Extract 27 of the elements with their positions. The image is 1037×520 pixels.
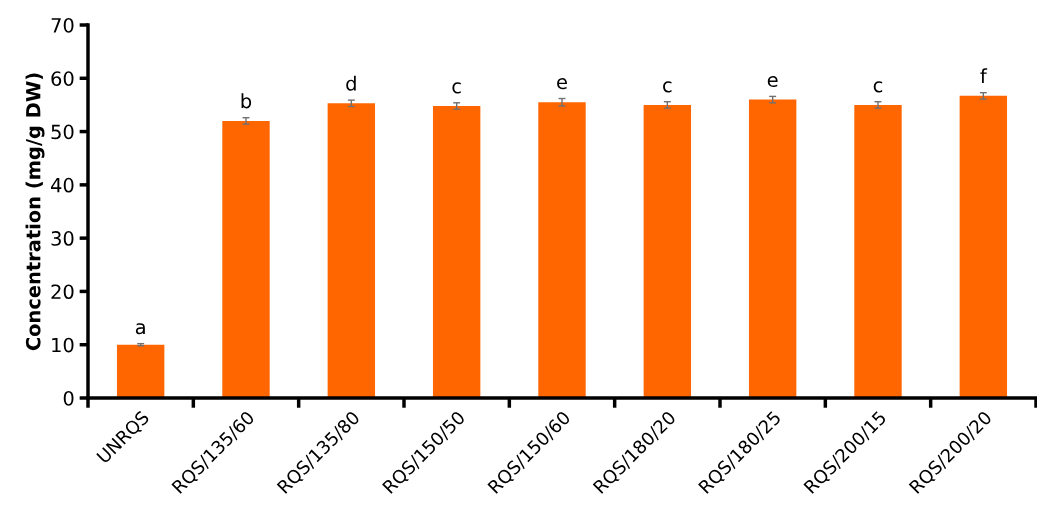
y-axis-title: Concentration (mg/g DW) xyxy=(25,73,45,351)
annotation: a xyxy=(135,323,145,335)
y-tick-label: 50 xyxy=(51,124,74,140)
y-tick-label: 10 xyxy=(52,337,74,353)
y-tick-label: 70 xyxy=(51,17,74,33)
y-tick-label: 60 xyxy=(51,71,74,86)
annotation: c xyxy=(663,81,672,93)
y-tick-label: 0 xyxy=(63,390,74,406)
annotation: f xyxy=(980,68,988,84)
y-tick-label: 30 xyxy=(51,231,74,246)
y-tick-label: 40 xyxy=(51,177,74,193)
annotation: e xyxy=(557,78,567,90)
bar xyxy=(854,104,902,398)
bar xyxy=(959,95,1008,398)
bar xyxy=(116,344,165,398)
bar xyxy=(432,105,481,398)
annotation: d xyxy=(346,75,356,91)
bar xyxy=(538,102,586,398)
annotation: e xyxy=(767,75,778,88)
y-tick-label: 20 xyxy=(51,284,74,300)
annotation: b xyxy=(241,93,252,109)
bar xyxy=(643,104,692,398)
bar xyxy=(748,99,797,398)
annotation: c xyxy=(452,82,461,94)
bar xyxy=(222,120,270,398)
bar xyxy=(327,103,376,398)
annotation: c xyxy=(873,81,883,93)
